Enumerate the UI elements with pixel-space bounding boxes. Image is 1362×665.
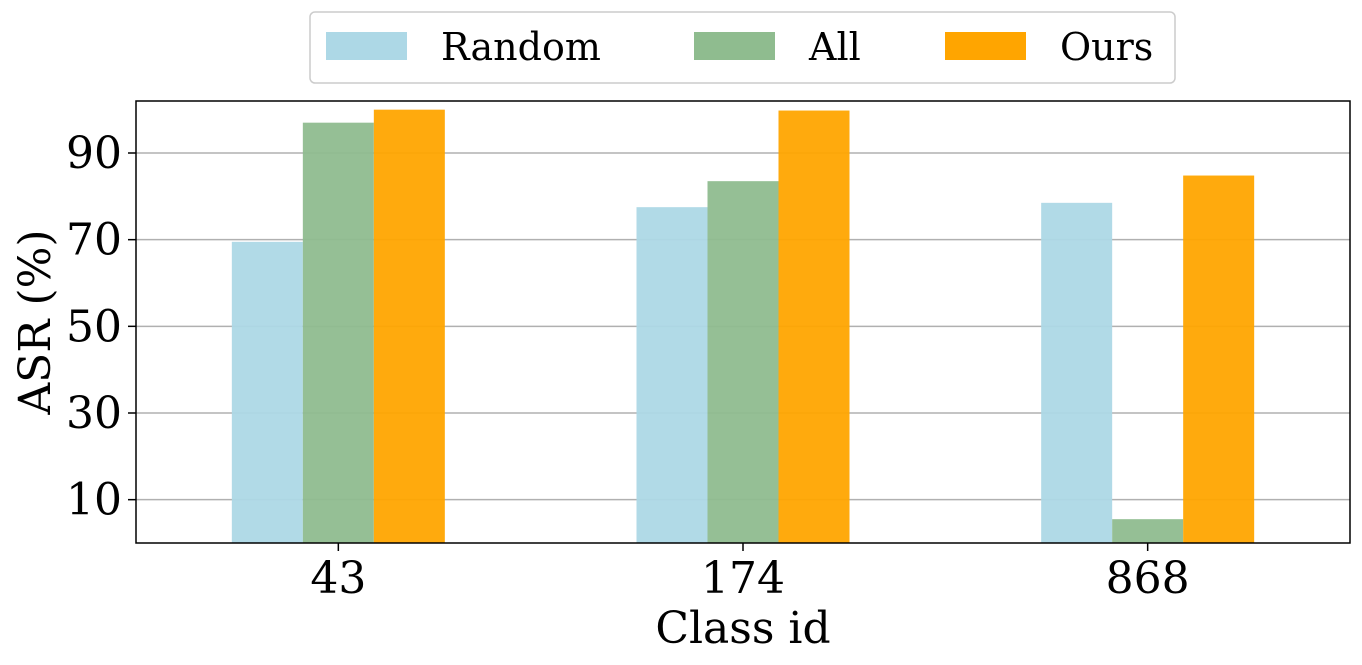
x-axis-label: Class id [655, 603, 830, 654]
y-tick-label: 10 [66, 475, 122, 526]
legend-label-all: All [808, 25, 861, 69]
y-tick-label: 30 [66, 388, 122, 439]
x-axis: 43 174 868 [310, 543, 1190, 604]
legend-swatch-random [326, 32, 407, 60]
legend-swatch-ours [945, 32, 1026, 60]
y-tick-label: 70 [66, 215, 122, 266]
y-tick-label: 90 [66, 128, 122, 179]
y-axis: 10 30 50 70 90 [66, 128, 136, 526]
y-tick-label: 50 [66, 301, 122, 352]
bar-all-43 [302, 122, 374, 544]
x-tick-label: 43 [310, 553, 366, 604]
bars [231, 109, 1255, 544]
legend-swatch-all [694, 32, 775, 60]
bar-ours-43 [373, 109, 445, 544]
bar-random-868 [1041, 202, 1113, 544]
bar-all-868 [1112, 519, 1184, 543]
legend: Random All Ours [309, 11, 1176, 84]
bar-random-174 [636, 207, 708, 543]
x-tick-label: 174 [701, 553, 785, 604]
x-tick-label: 868 [1106, 553, 1190, 604]
bar-all-174 [707, 181, 779, 543]
bar-ours-868 [1183, 175, 1255, 544]
bar-ours-174 [778, 110, 850, 544]
y-axis-label: ASR (%) [10, 229, 61, 415]
legend-label-random: Random [441, 25, 601, 69]
legend-label-ours: Ours [1060, 25, 1153, 69]
bar-random-43 [231, 241, 303, 544]
